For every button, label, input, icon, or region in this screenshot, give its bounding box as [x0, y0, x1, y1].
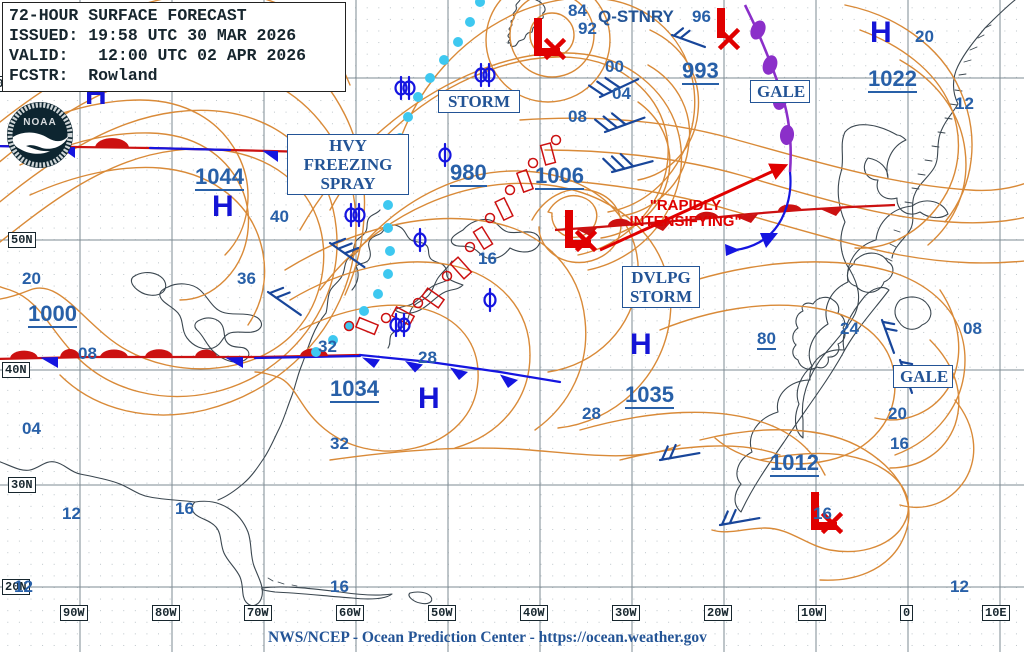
svg-text:NOAA: NOAA [23, 117, 56, 128]
